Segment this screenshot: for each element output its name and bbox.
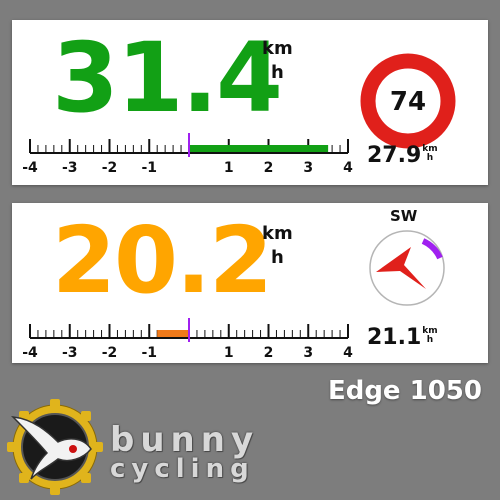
speed-unit-km: km	[262, 223, 293, 244]
speed-delta-bar	[157, 330, 189, 337]
device-model-label: Edge 1050	[327, 376, 482, 406]
compass-arrow	[376, 247, 426, 289]
compass-icon	[369, 230, 445, 306]
average-speed-unit-km: km	[422, 326, 438, 336]
average-speed-unit-h: h	[426, 153, 434, 163]
compass-heading-arc	[421, 238, 443, 260]
scale-tick-label: -3	[62, 345, 78, 361]
speed-delta-scale: -4 -3 -2 -1 1 2 3 4	[22, 133, 353, 176]
average-speed-unit-h: h	[426, 335, 434, 345]
speed-unit: km h	[262, 225, 293, 267]
rabbit-gear-logo-icon	[7, 399, 103, 495]
average-speed-unit: km h	[422, 145, 437, 163]
scale-tick-label: -1	[141, 160, 157, 176]
scale-tick-label: 1	[224, 160, 234, 176]
scale-tick-label: 3	[303, 160, 313, 176]
compass-heading-label: SW	[390, 207, 418, 225]
average-speed-value: 27.9	[367, 143, 422, 168]
scale-tick-label: -3	[62, 160, 78, 176]
scale-tick-label: -4	[22, 160, 38, 176]
scale-tick-label: 2	[264, 345, 274, 361]
average-speed-unit-km: km	[422, 144, 438, 154]
scale-tick-label: -2	[102, 160, 118, 176]
speed-limit-value: 74	[390, 87, 426, 117]
scale-tick-label: -2	[102, 345, 118, 361]
average-speed: 27.9 km h	[367, 145, 438, 167]
scale-tick-label: 2	[264, 160, 274, 176]
speed-unit: km h	[262, 40, 293, 82]
scale-tick-label: 1	[224, 345, 234, 361]
speed-unit-km: km	[262, 38, 293, 59]
speed-delta-scale: -4 -3 -2 -1 1 2 3 4	[22, 318, 353, 361]
speed-field-panel-1: 31.4 km h -4 -3 -2 -1 1 2 3 4 74 27.9 km h	[12, 20, 488, 185]
scale-tick-label: 3	[303, 345, 313, 361]
current-speed-value: 20.2	[52, 207, 273, 314]
logo-word-cycling: cycling	[110, 454, 255, 484]
speed-delta-bar	[189, 145, 329, 152]
logo-word-bunny: bunny	[110, 420, 260, 460]
speed-unit-h: h	[270, 62, 284, 83]
average-speed-unit: km h	[422, 327, 437, 345]
scale-tick-label: -1	[141, 345, 157, 361]
current-speed-value: 31.4	[52, 22, 283, 134]
speed-field-panel-2: 20.2 km h -4 -3 -2 -1 1 2 3 4 SW 21.1 km h	[12, 203, 488, 363]
scale-tick-label: 4	[343, 345, 353, 361]
average-speed-value: 21.1	[367, 325, 422, 350]
speed-unit-h: h	[270, 247, 284, 268]
scale-tick-label: -4	[22, 345, 38, 361]
scale-tick-label: 4	[343, 160, 353, 176]
speed-limit-sign-icon: 74	[360, 53, 456, 149]
average-speed: 21.1 km h	[367, 327, 438, 349]
